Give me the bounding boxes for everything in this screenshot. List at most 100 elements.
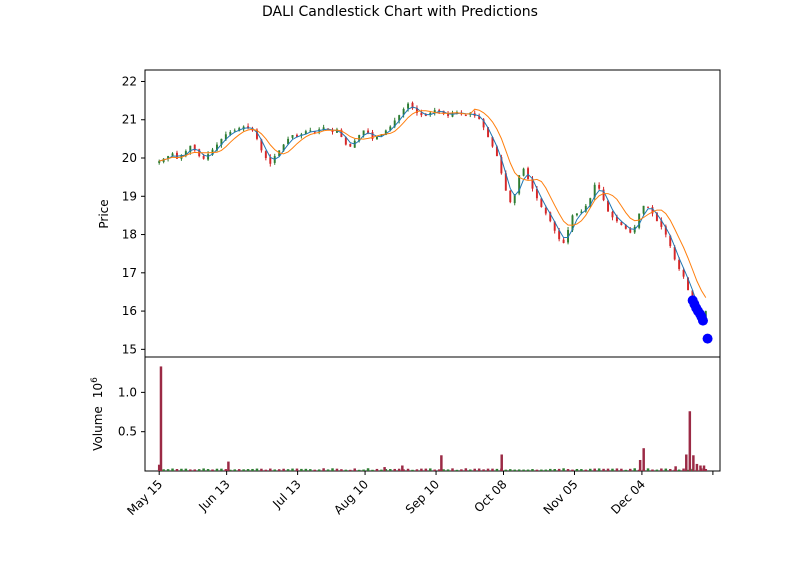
candle-body <box>540 198 543 207</box>
x-tick-label: Oct 08 <box>472 477 510 515</box>
candle-body <box>504 173 507 191</box>
volume-axis-label-text: Volume <box>91 406 105 451</box>
volume-bar <box>273 469 276 471</box>
volume-bar <box>692 455 695 471</box>
candle-body <box>549 212 552 222</box>
candle-body <box>602 189 605 201</box>
volume-tick-label: 1.0 <box>118 385 137 399</box>
x-tick-label: Sep 10 <box>403 477 442 516</box>
candle-body <box>295 134 298 137</box>
candle-body <box>544 207 547 214</box>
volume-bar <box>220 468 223 471</box>
volume-bar <box>411 469 414 471</box>
candle-body <box>553 221 556 231</box>
candle-body <box>358 135 361 142</box>
volume-bar <box>322 468 325 471</box>
price-tick-label: 17 <box>122 266 137 280</box>
candle-body <box>264 151 267 159</box>
candle-body <box>433 110 436 114</box>
prediction-point <box>697 315 708 326</box>
candle-body <box>673 247 676 260</box>
x-tick-label: Jun 13 <box>195 477 232 514</box>
volume-bar <box>206 469 210 471</box>
volume-bar <box>620 468 623 471</box>
volume-bar <box>433 469 436 471</box>
candle-body <box>344 137 347 145</box>
candle-body <box>429 112 432 115</box>
candle-body <box>535 188 538 199</box>
volume-bar <box>455 469 459 471</box>
candle-body <box>513 194 516 204</box>
candle-body <box>255 129 258 139</box>
volume-bar <box>482 469 485 471</box>
volume-bar <box>660 468 663 471</box>
candle-body <box>367 130 370 134</box>
volume-bar <box>646 468 650 471</box>
volume-bar <box>500 454 503 471</box>
volume-bar <box>651 469 654 471</box>
volume-bar <box>429 468 432 471</box>
volume-bar <box>380 469 383 471</box>
volume-bar <box>277 469 281 471</box>
volume-bar <box>669 468 672 471</box>
volume-bar <box>477 468 481 471</box>
x-tick-label: Dec 04 <box>608 477 648 517</box>
candle-body <box>202 155 205 159</box>
volume-bar <box>442 469 445 471</box>
volume-bar <box>202 468 205 471</box>
volume-bar <box>685 454 688 471</box>
volume-bar <box>313 469 316 471</box>
candle-body <box>687 277 690 291</box>
volume-bar <box>246 469 250 471</box>
candle-body <box>287 138 290 145</box>
x-tick-label: May 15 <box>124 477 165 518</box>
volume-bar <box>389 469 392 471</box>
candle-body <box>291 135 294 138</box>
volume-bar <box>229 469 232 471</box>
candle-body <box>567 229 570 243</box>
candle-body <box>660 220 663 227</box>
volume-bar <box>633 468 636 471</box>
volume-bar <box>704 469 708 471</box>
volume-bar <box>424 468 428 471</box>
candle-body <box>527 168 530 180</box>
candle-body <box>482 119 485 128</box>
prediction-point <box>702 333 713 344</box>
price-tick-label: 19 <box>122 189 137 203</box>
volume-bar <box>175 469 179 471</box>
candle-body <box>411 102 414 109</box>
x-tick-label: Aug 10 <box>331 477 371 517</box>
volume-bar <box>440 455 443 471</box>
price-tick-label: 15 <box>122 342 137 356</box>
price-tick-label: 18 <box>122 228 137 242</box>
candle-body <box>215 144 218 151</box>
candle-body <box>398 115 401 121</box>
volume-bar <box>629 468 632 471</box>
volume-bar <box>224 469 228 471</box>
volume-bar <box>269 468 272 471</box>
candle-body <box>238 128 241 132</box>
volume-tick-label: 0.5 <box>118 425 137 439</box>
volume-bar <box>157 464 161 471</box>
candle-body <box>589 198 592 207</box>
volume-bar <box>197 469 201 471</box>
volume-bar <box>162 469 165 471</box>
volume-bar <box>295 468 299 471</box>
volume-bar <box>317 469 321 471</box>
volume-bar <box>702 465 706 471</box>
candle-body <box>220 138 223 145</box>
candle-body <box>184 151 187 156</box>
candle-body <box>233 130 236 132</box>
volume-bar <box>593 468 596 471</box>
volume-bar <box>344 469 348 471</box>
volume-bar <box>682 468 685 471</box>
volume-bar <box>420 468 423 471</box>
volume-bar <box>260 468 263 471</box>
candle-body <box>438 110 441 112</box>
x-tick-label: Nov 05 <box>541 477 581 517</box>
volume-bar <box>688 411 692 471</box>
candle-body <box>167 156 170 159</box>
volume-bar <box>282 468 285 471</box>
volume-bar <box>340 469 343 471</box>
volume-bar <box>304 468 308 471</box>
